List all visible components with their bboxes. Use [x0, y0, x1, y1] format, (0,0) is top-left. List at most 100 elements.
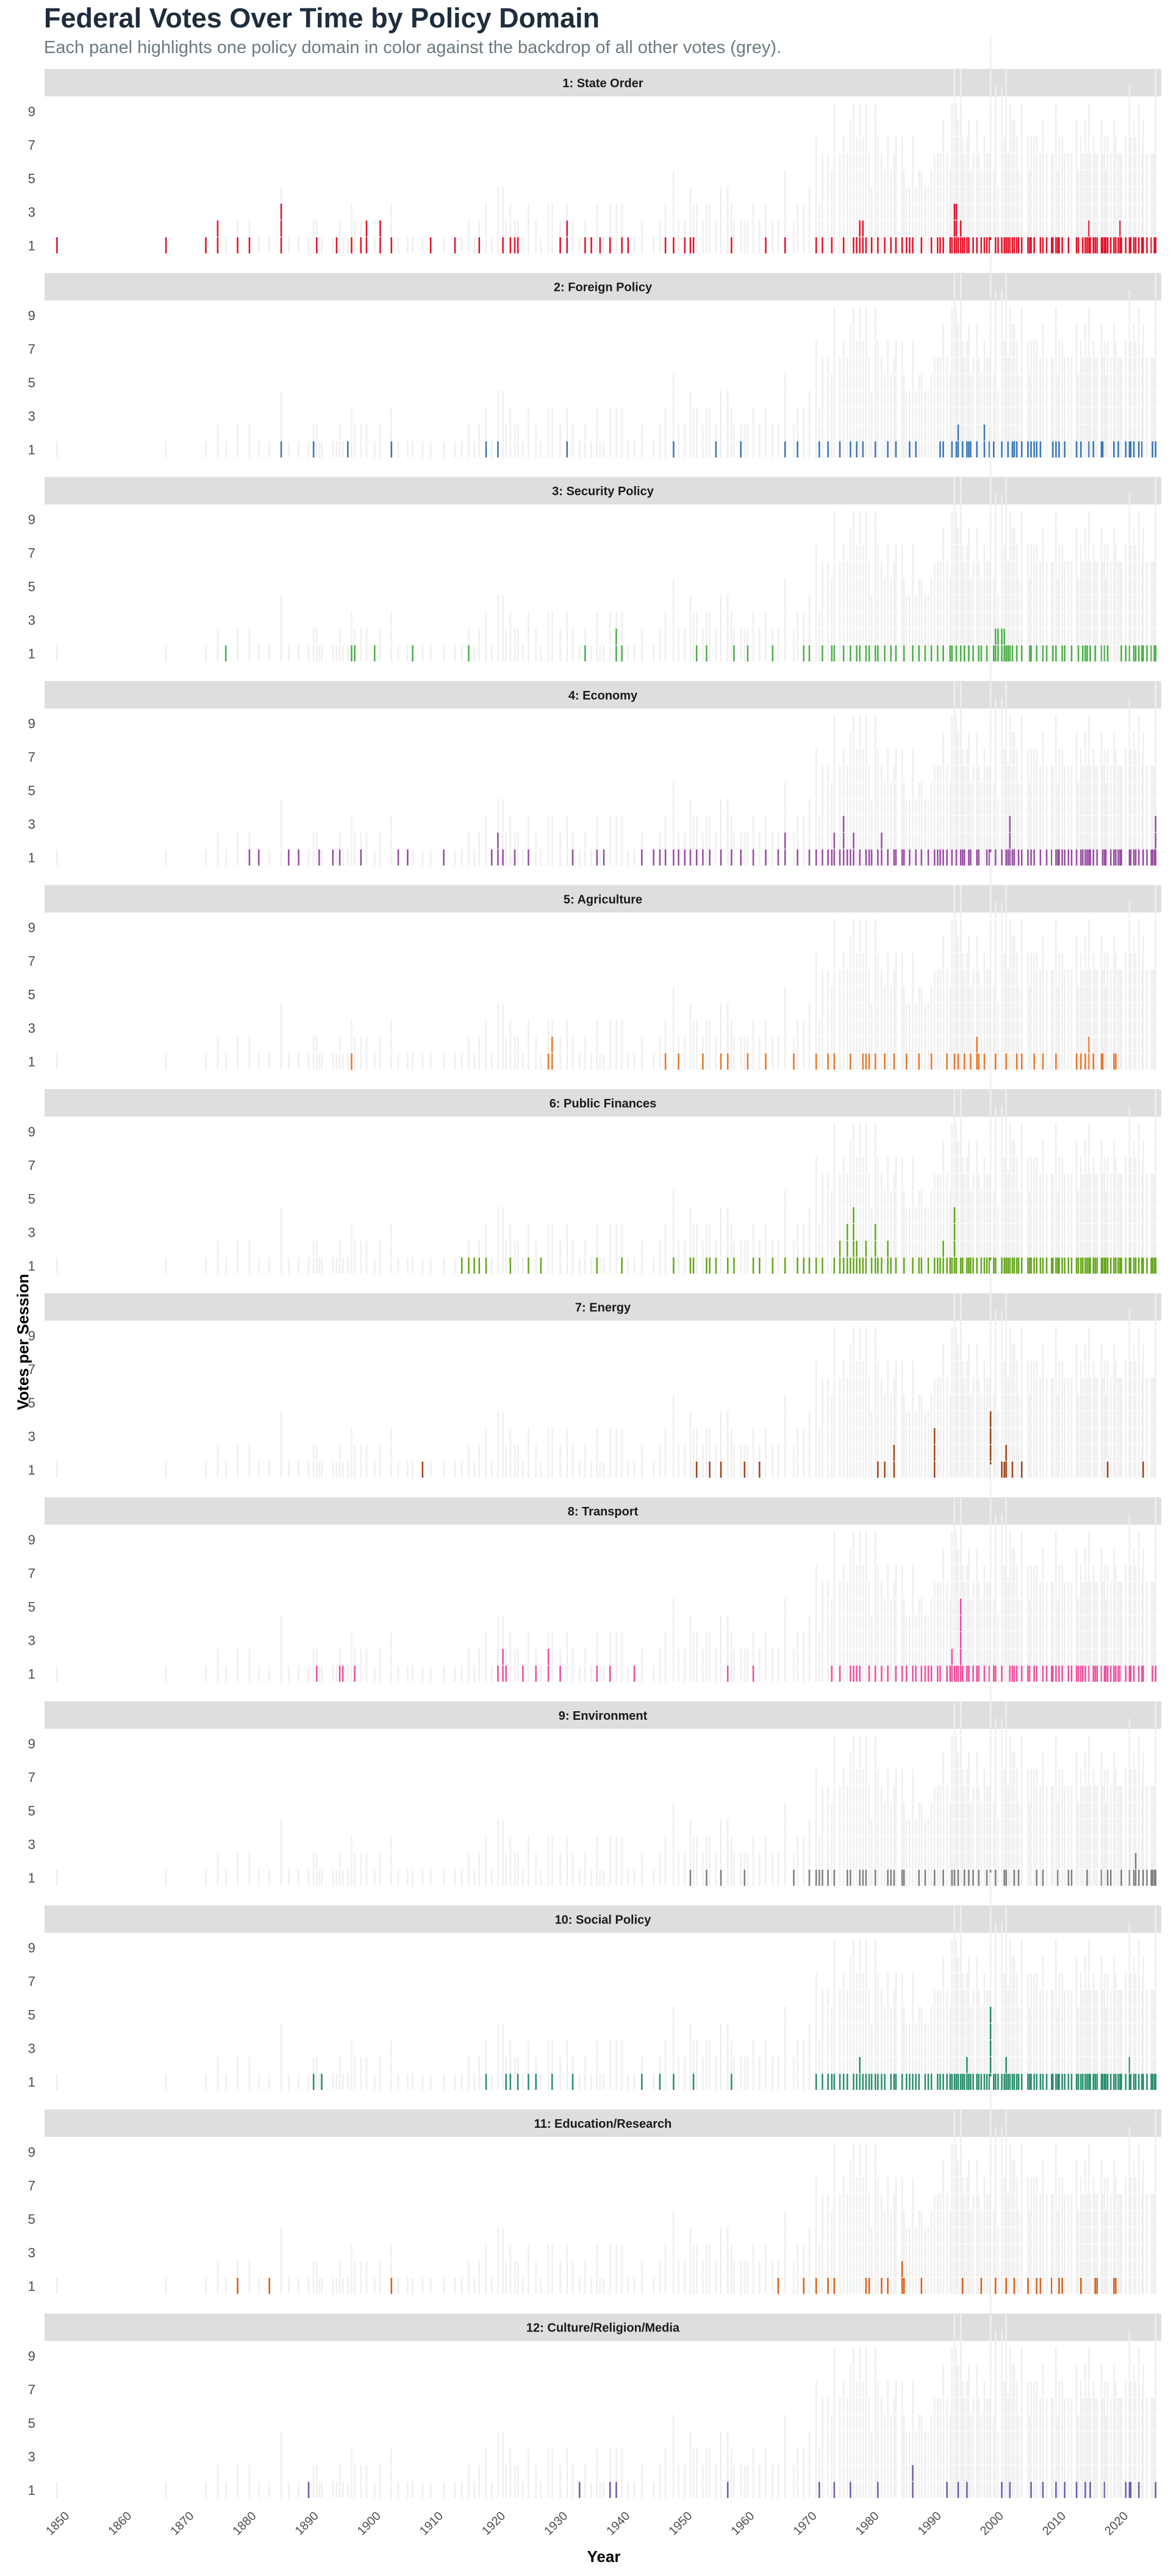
background-tile — [237, 832, 238, 849]
background-tile — [918, 204, 920, 220]
background-tile — [1092, 799, 1094, 815]
background-tile — [1142, 324, 1144, 340]
background-tile — [1137, 391, 1140, 407]
background-tile — [927, 391, 929, 407]
highlight-tile — [1128, 441, 1131, 458]
background-tile — [1117, 374, 1119, 391]
background-tile — [1027, 1003, 1029, 1020]
background-tile — [959, 715, 962, 732]
background-tile — [862, 170, 864, 187]
background-tile — [1003, 153, 1005, 170]
highlight-tile — [1125, 237, 1127, 254]
background-tile — [903, 1020, 905, 1036]
background-tile — [1137, 137, 1140, 153]
background-tile — [988, 220, 990, 237]
background-tile — [1137, 204, 1140, 220]
background-tile — [1020, 765, 1023, 782]
background-tile — [641, 628, 643, 645]
background-tile — [1020, 340, 1023, 357]
background-tile — [920, 204, 923, 220]
background-tile — [942, 832, 944, 849]
background-tile — [978, 1036, 980, 1053]
background-tile — [351, 1036, 353, 1053]
background-tile — [887, 1036, 889, 1053]
background-tile — [859, 561, 861, 578]
background-tile — [964, 815, 965, 832]
background-tile — [833, 919, 836, 936]
background-tile — [955, 832, 958, 849]
background-tile — [1086, 357, 1088, 374]
background-tile — [1011, 407, 1014, 424]
background-tile — [1005, 273, 1008, 290]
background-tile — [803, 612, 805, 628]
highlight-tile — [673, 849, 675, 866]
background-tile — [942, 765, 944, 782]
background-tile — [988, 374, 990, 391]
background-tile — [502, 815, 504, 832]
background-tile — [1050, 441, 1053, 458]
background-tile — [280, 849, 282, 866]
background-tile — [966, 170, 968, 187]
background-tile — [966, 748, 968, 765]
background-tile — [1030, 953, 1032, 969]
background-tile — [1050, 782, 1053, 799]
background-tile — [850, 391, 851, 407]
background-tile — [953, 969, 956, 986]
background-tile — [874, 545, 876, 561]
background-tile — [609, 204, 611, 220]
highlight-tile — [1088, 849, 1090, 866]
background-tile — [1013, 153, 1015, 170]
background-tile — [514, 1036, 516, 1053]
background-tile — [1155, 307, 1157, 324]
highlight-tile — [248, 237, 251, 254]
background-tile — [986, 815, 988, 832]
background-tile — [1125, 561, 1127, 578]
highlight-tile — [906, 237, 908, 254]
background-tile — [720, 237, 722, 254]
highlight-tile — [706, 645, 707, 662]
background-tile — [847, 407, 848, 424]
background-tile — [1113, 120, 1115, 136]
background-tile — [599, 645, 601, 662]
background-tile — [312, 424, 315, 441]
highlight-tile — [815, 1053, 817, 1070]
background-tile — [839, 578, 841, 595]
background-tile — [949, 628, 951, 645]
background-tile — [689, 628, 692, 645]
background-tile — [989, 1020, 992, 1036]
background-tile — [502, 407, 504, 424]
background-tile — [1137, 595, 1140, 612]
background-tile — [1055, 391, 1057, 407]
background-tile — [972, 832, 974, 849]
background-tile — [1088, 204, 1090, 220]
background-tile — [1089, 187, 1091, 203]
background-tile — [859, 715, 861, 732]
background-tile — [957, 765, 959, 782]
background-tile — [955, 578, 958, 595]
background-tile — [989, 612, 992, 628]
background-tile — [497, 1053, 499, 1070]
background-tile — [752, 1053, 754, 1070]
background-tile — [1015, 748, 1018, 765]
background-tile — [1120, 374, 1122, 391]
background-tile — [1155, 424, 1157, 441]
background-tile — [1011, 528, 1014, 545]
background-tile — [918, 441, 920, 458]
background-tile — [874, 324, 876, 340]
background-tile — [961, 953, 964, 969]
background-tile — [584, 1053, 586, 1070]
background-tile — [1013, 748, 1015, 765]
highlight-tile — [853, 237, 854, 254]
background-tile — [528, 628, 529, 645]
facet-strip-label: 1: State Order — [562, 77, 643, 90]
background-tile — [1015, 953, 1018, 969]
background-tile — [1050, 391, 1053, 407]
background-tile — [1150, 204, 1152, 220]
background-tile — [1113, 645, 1115, 662]
background-tile — [1052, 561, 1054, 578]
background-tile — [978, 765, 980, 782]
background-tile — [1005, 715, 1008, 732]
background-tile — [874, 732, 876, 748]
background-tile — [1003, 1053, 1005, 1070]
background-tile — [1030, 628, 1032, 645]
